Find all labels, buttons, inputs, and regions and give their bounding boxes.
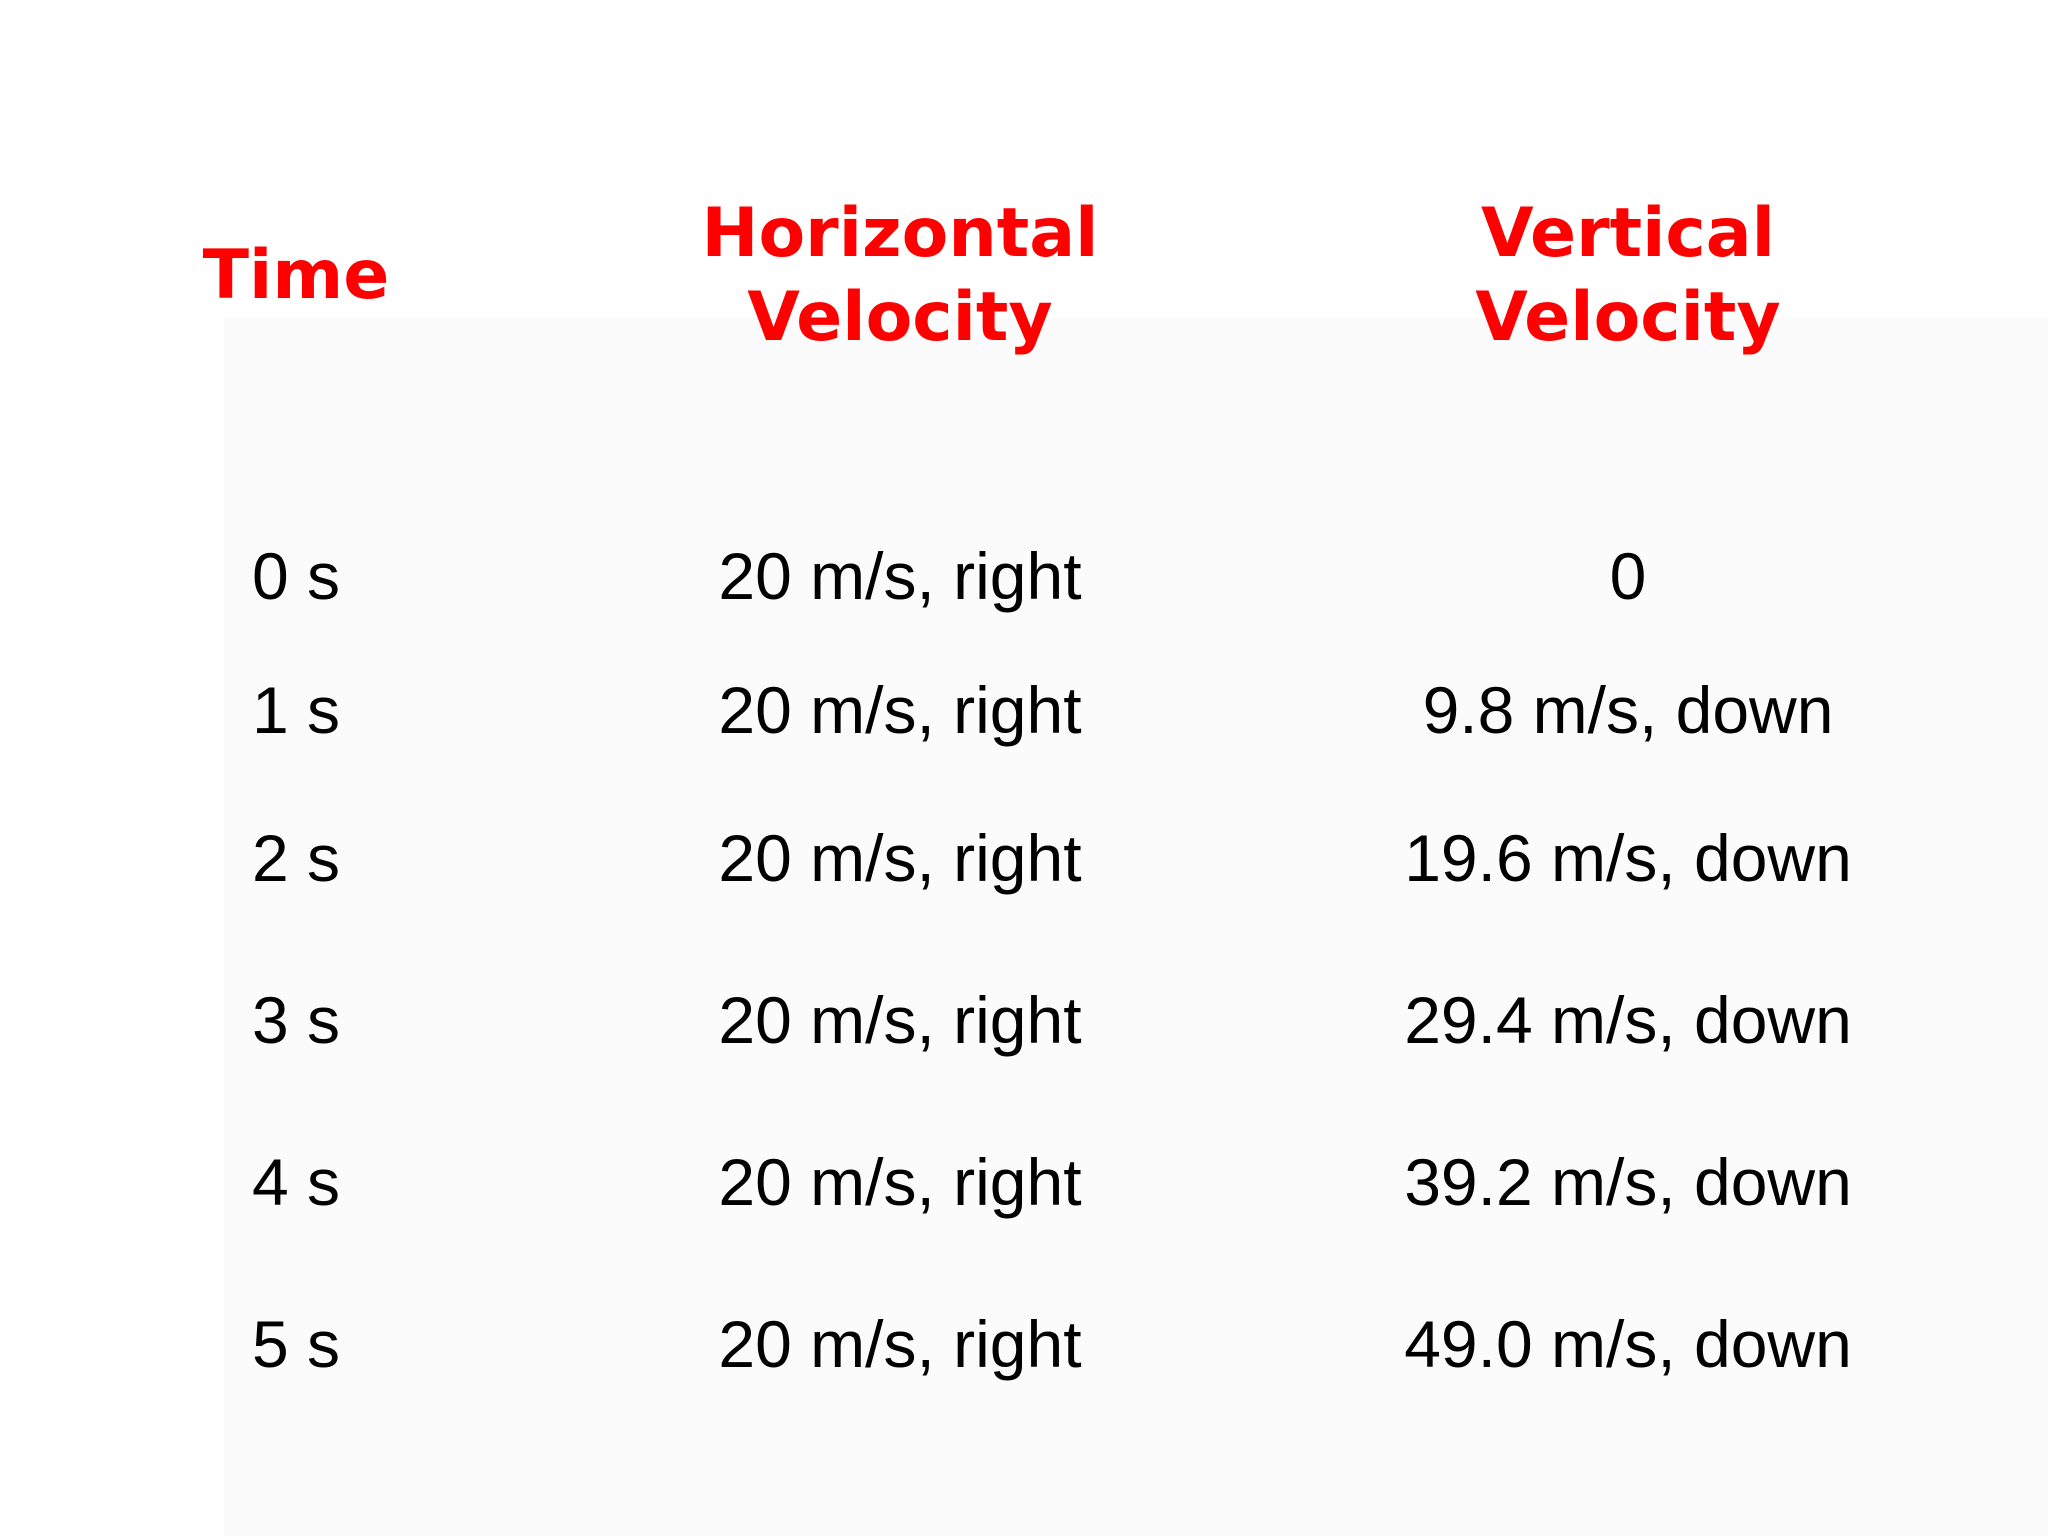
table-cell-time: 4 s bbox=[251, 1145, 341, 1219]
table-cell-horizontal: 20 m/s, right bbox=[718, 821, 1082, 895]
table-cell-vertical: 9.8 m/s, down bbox=[1422, 673, 1834, 747]
header-horizontal-velocity: Horizontal Velocity bbox=[702, 192, 1099, 360]
table-cell-vertical: 19.6 m/s, down bbox=[1404, 821, 1852, 895]
header-vertical-line2: Velocity bbox=[1475, 278, 1781, 357]
table-cell-time: 1 s bbox=[251, 673, 341, 747]
table-cell-horizontal: 20 m/s, right bbox=[718, 673, 1082, 747]
table-cell-time: 3 s bbox=[251, 983, 341, 1057]
table-cell-horizontal: 20 m/s, right bbox=[718, 1307, 1082, 1381]
table-cell-vertical: 39.2 m/s, down bbox=[1404, 1145, 1852, 1219]
table-cell-horizontal: 20 m/s, right bbox=[718, 1145, 1082, 1219]
table-cell-vertical: 49.0 m/s, down bbox=[1404, 1307, 1852, 1381]
header-horizontal-line1: Horizontal bbox=[701, 194, 1099, 273]
table-cell-time: 5 s bbox=[251, 1307, 341, 1381]
table-cell-vertical: 0 bbox=[1609, 539, 1647, 613]
header-vertical-velocity: Vertical Velocity bbox=[1475, 192, 1781, 360]
table-cell-horizontal: 20 m/s, right bbox=[718, 983, 1082, 1057]
header-time-label: Time bbox=[202, 236, 390, 315]
header-horizontal-line2: Velocity bbox=[747, 278, 1053, 357]
header-time: Time bbox=[203, 234, 390, 318]
table-background bbox=[224, 318, 2048, 1536]
table-cell-time: 2 s bbox=[251, 821, 341, 895]
header-vertical-line1: Vertical bbox=[1481, 194, 1775, 273]
table-cell-vertical: 29.4 m/s, down bbox=[1404, 983, 1852, 1057]
table-cell-horizontal: 20 m/s, right bbox=[718, 539, 1082, 613]
table-cell-time: 0 s bbox=[251, 539, 341, 613]
